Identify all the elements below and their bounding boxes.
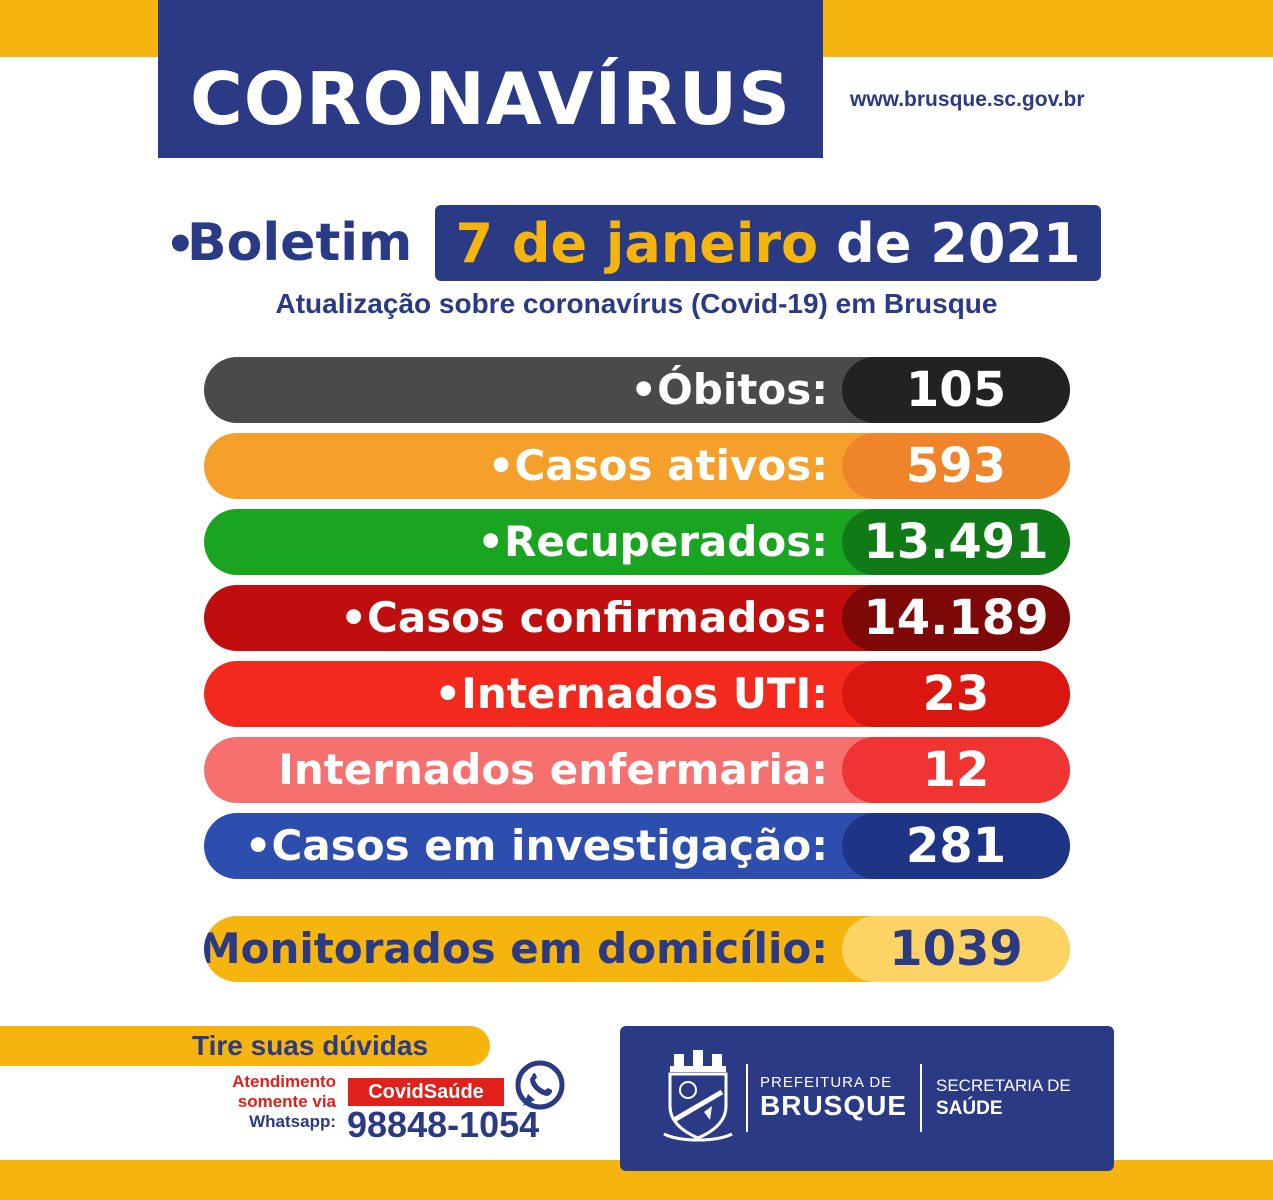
stat-value-box: 12 [842, 737, 1070, 803]
prefeitura-label: PREFEITURA DE [760, 1074, 893, 1091]
stat-value-box: 23 [842, 661, 1070, 727]
date-day-month: 7 de janeiro [455, 211, 819, 275]
stat-value: 23 [922, 666, 990, 722]
title-banner: CORONAVÍRUS [158, 0, 823, 158]
contact-line-3: Whatsapp: [249, 1112, 336, 1131]
stat-label: •Casos ativos: [487, 441, 828, 490]
monitor-value-box: 1039 [842, 916, 1070, 982]
stat-label: Internados enfermaria: [278, 745, 828, 794]
whatsapp-icon[interactable] [513, 1058, 567, 1112]
stat-value-box: 13.491 [842, 509, 1070, 575]
stat-label: •Óbitos: [630, 365, 828, 414]
stat-row: •Casos confirmados: 14.189 [204, 585, 1070, 651]
covidsaude-badge: CovidSaúde [348, 1078, 504, 1106]
monitor-row: •Monitorados em domicílio: 1039 [204, 916, 1070, 982]
stat-row: Internados enfermaria: 12 [204, 737, 1070, 803]
stat-row: •Casos em investigação: 281 [204, 813, 1070, 879]
stat-value: 105 [905, 362, 1007, 418]
stat-label: •Internados UTI: [434, 669, 828, 718]
help-banner [0, 1026, 490, 1066]
help-heading: Tire suas dúvidas [192, 1030, 429, 1061]
secretaria-name: SAÚDE [936, 1098, 1003, 1119]
stat-value-box: 14.189 [842, 585, 1070, 651]
date-badge: 7 de janeiro de 2021 [435, 205, 1101, 281]
contact-info: Atendimento somente via Whatsapp: [196, 1072, 336, 1132]
subtitle: Atualização sobre coronavírus (Covid-19)… [275, 288, 998, 319]
stat-value: 593 [905, 438, 1007, 494]
logo-divider [920, 1064, 922, 1132]
stat-label: •Casos confirmados: [340, 593, 828, 642]
stat-value: 12 [922, 742, 990, 798]
boletim-label: Boletim [187, 213, 413, 273]
stat-value: 13.491 [863, 514, 1049, 570]
prefeitura-logo: PREFEITURA DE BRUSQUE SECRETARIA DE SAÚD… [620, 1026, 1114, 1171]
website-link[interactable]: www.brusque.sc.gov.br [850, 88, 1085, 111]
date-year: de 2021 [836, 211, 1081, 275]
contact-line-1: Atendimento [232, 1072, 336, 1091]
boletim-header: • Boletim 7 de janeiro de 2021 [165, 205, 1105, 281]
stat-value-box: 281 [842, 813, 1070, 879]
stat-row: •Óbitos: 105 [204, 357, 1070, 423]
secretaria-label: SECRETARIA DE [936, 1076, 1071, 1095]
stat-row: •Internados UTI: 23 [204, 661, 1070, 727]
phone-number[interactable]: 98848-1054 [347, 1104, 540, 1145]
stat-label: •Casos em investigação: [244, 821, 828, 870]
stat-row: •Casos ativos: 593 [204, 433, 1070, 499]
city-crest-icon [663, 1050, 733, 1142]
stat-value-box: 593 [842, 433, 1070, 499]
stat-label: •Recuperados: [477, 517, 828, 566]
contact-line-2: somente via [237, 1092, 336, 1111]
stat-value: 281 [905, 818, 1007, 874]
stat-row: •Recuperados: 13.491 [204, 509, 1070, 575]
logo-divider [746, 1064, 748, 1132]
monitor-label: •Monitorados em domicílio: [204, 924, 828, 973]
stat-value: 14.189 [863, 590, 1049, 646]
monitor-value: 1039 [889, 921, 1023, 977]
city-name: BRUSQUE [760, 1090, 908, 1121]
stat-value-box: 105 [842, 357, 1070, 423]
page-title: CORONAVÍRUS [189, 57, 792, 141]
